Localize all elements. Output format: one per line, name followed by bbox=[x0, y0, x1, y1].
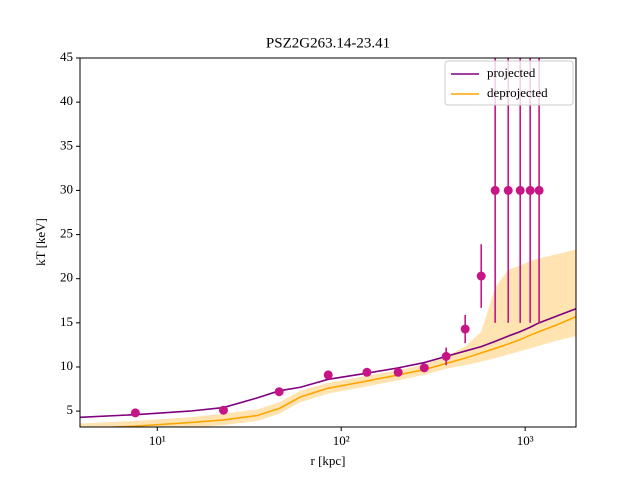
axes-frame bbox=[79, 57, 577, 428]
legend-label: deprojected bbox=[487, 85, 548, 100]
data-point bbox=[441, 351, 451, 361]
y-tick-label: 5 bbox=[67, 402, 74, 417]
data-point bbox=[525, 185, 535, 195]
data-point bbox=[419, 363, 429, 373]
x-tick-label: 10¹ bbox=[149, 433, 166, 448]
data-point bbox=[460, 324, 470, 334]
x-axis-label: r [kpc] bbox=[310, 453, 345, 468]
data-point bbox=[503, 185, 513, 195]
y-tick-label: 35 bbox=[60, 137, 73, 152]
y-tick-label: 40 bbox=[60, 93, 73, 108]
series-line bbox=[80, 307, 576, 419]
data-point bbox=[362, 367, 372, 377]
y-tick-label: 30 bbox=[60, 181, 73, 196]
error-band bbox=[80, 249, 576, 427]
legend-label: projected bbox=[487, 65, 536, 80]
data-point bbox=[393, 367, 403, 377]
data-point bbox=[323, 370, 333, 380]
plot-area bbox=[80, 58, 576, 427]
x-tick-label: 10² bbox=[333, 433, 350, 448]
data-point bbox=[515, 185, 525, 195]
data-point bbox=[490, 185, 500, 195]
data-point bbox=[534, 185, 544, 195]
x-tick-label: 10³ bbox=[517, 433, 534, 448]
data-point bbox=[476, 271, 486, 281]
y-axis-label: kT [keV] bbox=[33, 218, 48, 266]
y-tick-label: 25 bbox=[60, 226, 73, 241]
data-point bbox=[218, 405, 228, 415]
data-point bbox=[130, 408, 140, 418]
y-tick-label: 15 bbox=[60, 314, 73, 329]
y-tick-label: 45 bbox=[60, 49, 73, 64]
data-point bbox=[274, 387, 284, 397]
y-tick-label: 10 bbox=[60, 358, 73, 373]
chart-title: PSZ2G263.14-23.41 bbox=[266, 35, 390, 51]
y-tick-label: 20 bbox=[60, 270, 73, 285]
